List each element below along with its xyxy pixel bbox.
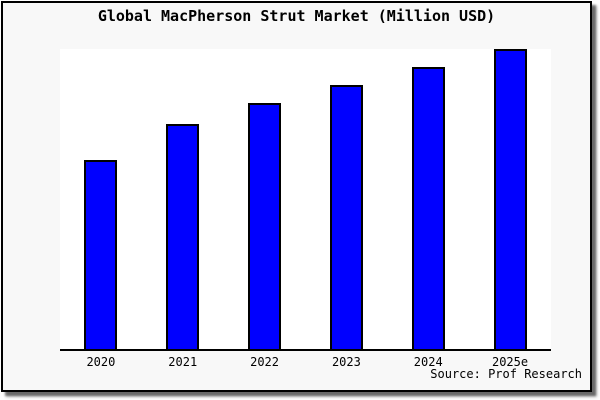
bar-slot-2022 [224, 49, 306, 349]
x-tick-label-2024: 2024 [413, 355, 443, 369]
x-tick-label-2025e: 2025e [491, 355, 529, 369]
bar-slot-2024 [387, 49, 469, 349]
chart-figure: Global MacPherson Strut Market (Million … [1, 1, 592, 392]
x-axis-labels: 2020 2021 2022 2023 2024 2025e [60, 355, 551, 369]
plot-area [60, 49, 551, 351]
source-label: Source: Prof Research [430, 367, 582, 381]
bar-slot-2025e [469, 49, 551, 349]
bar-2022 [248, 103, 282, 349]
bar-slot-2021 [142, 49, 224, 349]
bar-2021 [166, 124, 200, 349]
bar-slot-2023 [305, 49, 387, 349]
x-tick-label-2020: 2020 [86, 355, 116, 369]
chart-title: Global MacPherson Strut Market (Million … [97, 7, 496, 25]
bar-2024 [411, 67, 445, 349]
x-tick-label-2023: 2023 [331, 355, 361, 369]
bar-slot-2020 [60, 49, 142, 349]
bar-2020 [84, 160, 118, 349]
bar-2023 [329, 85, 363, 349]
x-tick-label-2021: 2021 [168, 355, 198, 369]
bar-2025e [493, 49, 527, 349]
x-tick-label-2022: 2022 [250, 355, 280, 369]
